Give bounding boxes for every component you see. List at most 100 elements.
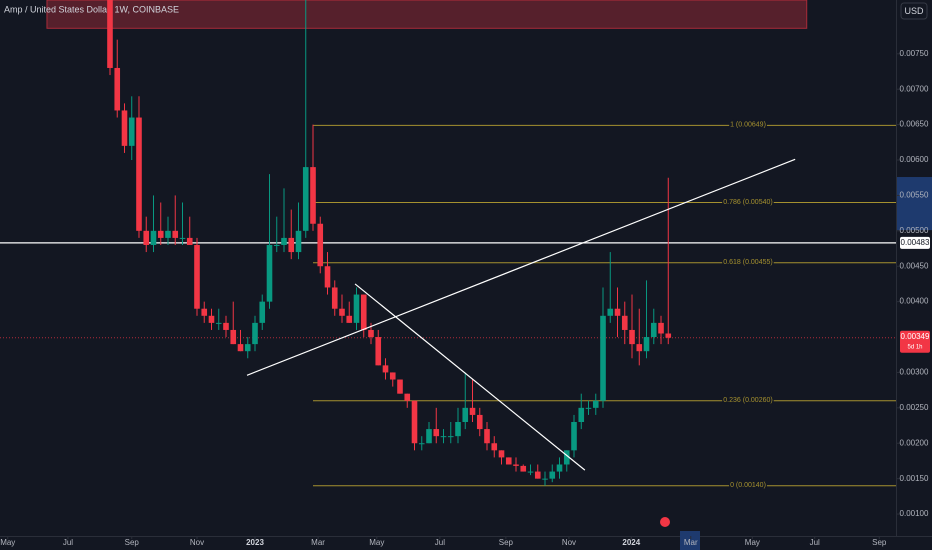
candle-body: [505, 457, 512, 465]
candle-body: [447, 436, 454, 438]
candle-body: [650, 322, 657, 338]
candle-body: [288, 237, 295, 253]
candle-body: [629, 329, 635, 345]
x-tick-label: Sep: [499, 538, 514, 547]
x-tick-label: Nov: [562, 538, 576, 547]
candle-body: [107, 0, 113, 68]
candle-body: [665, 333, 672, 338]
y-tick-label: 0.00500: [900, 226, 929, 235]
y-tick-label: 0.00550: [900, 191, 929, 200]
candle-body: [244, 344, 251, 352]
candle-body: [121, 110, 128, 146]
candle-body: [128, 117, 135, 146]
candle-body: [592, 400, 599, 408]
candle-body: [295, 230, 302, 253]
price-tag-label: 0.00483: [901, 238, 930, 247]
candle-body: [404, 393, 411, 401]
resistance-zone: [46, 0, 808, 29]
candle-body: [368, 329, 374, 338]
candle-body: [563, 450, 570, 465]
x-tick-label: Sep: [872, 538, 887, 547]
candle-body: [157, 230, 164, 238]
candle-body: [310, 167, 316, 224]
candle-body: [360, 294, 367, 330]
candle-body: [194, 244, 200, 309]
fib-label: 1 (0.00649): [730, 122, 766, 129]
candle-body: [643, 337, 650, 352]
candle-body: [375, 337, 382, 366]
candle-body: [150, 230, 157, 245]
y-tick-label: 0.00250: [900, 403, 929, 412]
candle-body: [462, 407, 469, 423]
candle-body: [621, 315, 628, 330]
candle-body: [223, 322, 229, 330]
candle-body: [143, 230, 150, 245]
candle-body: [215, 322, 222, 324]
candle-body: [426, 429, 432, 444]
candle-body: [331, 287, 338, 309]
candle-body: [440, 436, 447, 438]
y-tick-label: 0.00300: [900, 368, 929, 377]
candle-body: [136, 117, 142, 231]
candle-body: [520, 465, 527, 472]
x-tick-label: Mar: [684, 538, 698, 547]
y-tick-label: 0.00750: [900, 49, 929, 58]
candle-body: [317, 223, 324, 267]
fib-label: 0.786 (0.00540): [723, 199, 772, 206]
fib-label: 0.236 (0.00260): [723, 397, 772, 404]
candle-body: [186, 237, 193, 245]
x-tick-label: 2024: [622, 538, 640, 547]
y-tick-label: 0.00400: [900, 297, 929, 306]
y-tick-label: 0.00200: [900, 438, 929, 447]
candle-body: [411, 400, 418, 444]
candle-body: [353, 294, 360, 323]
fib-label: 0 (0.00140): [730, 482, 766, 489]
candle-body: [455, 422, 461, 437]
trendline: [354, 283, 586, 471]
axis-highlight: [897, 177, 932, 231]
trendline: [246, 158, 796, 376]
candle-body: [600, 315, 606, 401]
candle-body: [614, 308, 621, 316]
x-tick-label: Jul: [810, 538, 820, 547]
candle-body: [418, 443, 425, 445]
candle-body: [382, 365, 389, 373]
candle-body: [476, 414, 483, 430]
candle-body: [266, 244, 273, 302]
event-icon[interactable]: [660, 517, 670, 527]
candle-body: [549, 471, 556, 479]
price-tag-label: 0.00349: [901, 332, 930, 341]
x-tick-label: Nov: [190, 538, 204, 547]
y-tick-label: 0.00150: [900, 474, 929, 483]
y-tick-label: 0.00100: [900, 509, 929, 518]
x-tick-label: May: [745, 538, 760, 547]
candle-body: [534, 471, 541, 479]
x-tick-label: Jul: [435, 538, 445, 547]
y-tick-label: 0.00600: [900, 155, 929, 164]
fib-label: 0.618 (0.00455): [723, 259, 772, 266]
x-tick-label: May: [369, 538, 384, 547]
candle-body: [346, 315, 353, 323]
candle-body: [172, 230, 179, 238]
x-tick-label: Jul: [63, 538, 73, 547]
candle-body: [252, 322, 258, 345]
candle-body: [208, 315, 215, 323]
candle-body: [339, 308, 345, 316]
candle-body: [484, 429, 490, 444]
currency[interactable]: USD: [904, 6, 924, 16]
candle-body: [237, 344, 244, 352]
candle-body: [389, 372, 396, 380]
candle-body: [324, 266, 331, 288]
candle-body: [491, 443, 498, 451]
candle-body: [498, 450, 505, 458]
candle-body: [527, 471, 534, 473]
price-tag: [900, 330, 930, 353]
candle-body: [571, 422, 577, 451]
candle-body: [469, 407, 476, 415]
y-tick-label: 0.00700: [900, 84, 929, 93]
candle-body: [556, 464, 563, 472]
x-tick-label: Sep: [125, 538, 140, 547]
currency-button[interactable]: [900, 2, 928, 20]
